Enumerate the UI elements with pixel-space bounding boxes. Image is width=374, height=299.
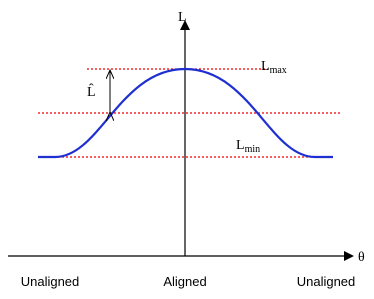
lmin-label: Lmin [236,138,260,155]
lmin-symbol: L [236,138,245,153]
inductance-curve [38,67,333,159]
x-axis-label: θ [358,250,365,265]
amplitude-label: L̂ [87,83,96,100]
position-label: Unaligned [297,274,356,289]
y-axis-label: L [178,10,187,25]
position-label: Unaligned [21,274,80,289]
position-label: Aligned [163,274,206,289]
lmin-subscript: min [245,144,261,155]
lmax-label: Lmax [261,59,287,76]
lmax-subscript: max [270,65,287,76]
lmax-symbol: L [261,59,270,74]
